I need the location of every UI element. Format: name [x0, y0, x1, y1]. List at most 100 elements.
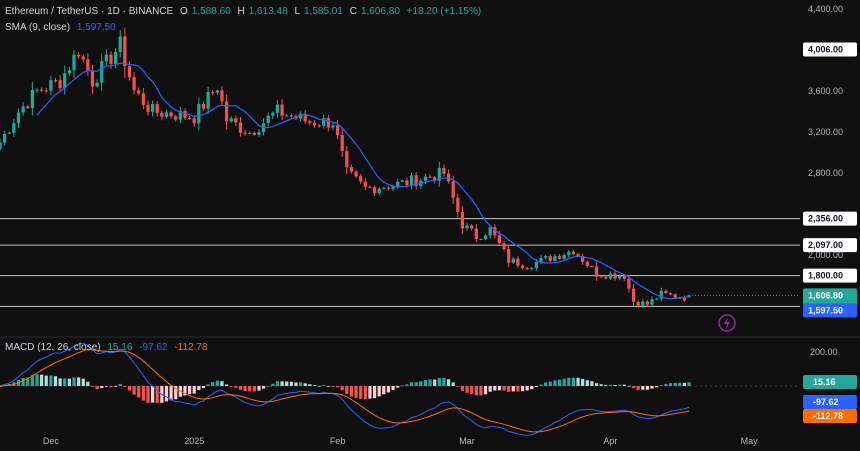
- candle: [562, 253, 566, 261]
- candle-body: [530, 268, 534, 270]
- time-tick-label: Dec: [43, 436, 60, 446]
- candle-body: [141, 93, 145, 105]
- candle-body: [215, 90, 219, 93]
- candle-body: [433, 177, 437, 181]
- candle: [0, 138, 2, 151]
- macd-histogram-bar: [539, 384, 543, 386]
- candle-body: [363, 181, 367, 187]
- time-tick-label: May: [741, 436, 759, 446]
- candle-body: [673, 294, 677, 298]
- candle-body: [3, 133, 7, 143]
- macd-histogram-bar: [534, 386, 539, 388]
- sma-value: 1,597.50: [76, 22, 116, 33]
- price-tick-label: 2,800.00: [808, 168, 843, 178]
- symbol-title[interactable]: Ethereum / TetherUS · 1D · BINANCE: [5, 6, 174, 17]
- candle-body: [289, 115, 293, 117]
- candle: [285, 113, 289, 117]
- candle-body: [423, 176, 428, 181]
- macd-histogram-bar: [419, 381, 423, 386]
- candle-body: [76, 54, 81, 57]
- macd-histogram-bar: [354, 386, 358, 398]
- candle-body: [396, 181, 400, 186]
- candle-body: [234, 118, 238, 123]
- candle: [567, 250, 571, 258]
- macd-histogram-bar: [507, 386, 511, 392]
- close-value: 1,606.80: [360, 6, 400, 17]
- price-tick-label: 3,600.00: [808, 86, 843, 96]
- candle-body: [678, 297, 682, 299]
- macd-histogram-bar: [363, 386, 367, 400]
- macd-histogram-bar: [280, 381, 284, 386]
- candle-body: [382, 187, 386, 189]
- candle-body: [590, 265, 594, 267]
- candle: [636, 300, 640, 309]
- macd-histogram-bar: [372, 386, 377, 399]
- macd-histogram-bar: [201, 386, 206, 389]
- candle-body: [622, 276, 626, 279]
- macd-signal-badge: -112.78: [803, 409, 857, 423]
- candle: [164, 109, 169, 119]
- candle-body: [664, 290, 668, 294]
- macd-histogram-bar: [581, 378, 585, 386]
- candle: [650, 296, 654, 307]
- candle-body: [340, 135, 344, 152]
- macd-histogram-bar: [206, 384, 210, 386]
- candle: [414, 171, 418, 190]
- candle: [174, 114, 178, 122]
- candle: [604, 275, 608, 280]
- macd-histogram-bar: [414, 382, 418, 386]
- open-value: 1,588.60: [191, 6, 231, 17]
- candle: [312, 120, 317, 128]
- candle-body: [100, 61, 104, 83]
- candle-body: [345, 151, 349, 168]
- level-badge: 1,800.00: [803, 268, 857, 283]
- sma-legend[interactable]: SMA (9, close) 1,597.50: [5, 22, 120, 33]
- macd-histogram-bar: [368, 386, 372, 399]
- macd-histogram-bar: [49, 375, 53, 386]
- candle-body: [164, 112, 169, 117]
- macd-histogram-bar: [456, 386, 460, 387]
- macd-histogram-bar: [585, 380, 589, 386]
- candle: [146, 100, 150, 116]
- candle-body: [280, 104, 284, 116]
- candle-body: [49, 80, 53, 91]
- macd-histogram-bar: [220, 381, 224, 386]
- candle: [275, 100, 280, 118]
- candle: [67, 66, 71, 76]
- candle: [3, 131, 7, 146]
- candle-body: [7, 132, 11, 134]
- macd-histogram-bar: [599, 384, 603, 386]
- candle-body: [220, 90, 224, 102]
- macd-histogram-bar: [183, 386, 187, 396]
- candle: [215, 89, 219, 95]
- candle: [622, 275, 626, 282]
- candle-body: [400, 180, 404, 182]
- macd-histogram-bar: [58, 378, 62, 386]
- candle-body: [585, 261, 589, 266]
- macd-histogram-bar: [30, 375, 34, 386]
- candle-body: [12, 123, 16, 133]
- candle: [123, 27, 127, 78]
- candle: [687, 294, 691, 298]
- macd-legend[interactable]: MACD (12, 26, close) 15.16 -97.62 -112.7…: [5, 342, 212, 353]
- macd-histogram-bar: [303, 383, 307, 386]
- candle-body: [511, 258, 515, 263]
- macd-histogram-bar: [460, 386, 465, 391]
- candle: [26, 104, 30, 110]
- candle: [599, 276, 603, 278]
- candle-body: [405, 180, 409, 186]
- candle-body: [0, 142, 2, 149]
- candle-body: [567, 251, 571, 256]
- candle: [298, 111, 303, 122]
- macd-histogram-bar: [631, 386, 636, 389]
- macd-histogram-bar: [90, 386, 95, 387]
- alert-bolt-icon[interactable]: [718, 314, 736, 332]
- candle-body: [275, 104, 280, 113]
- candle-body: [113, 52, 118, 64]
- candle: [442, 164, 446, 177]
- candle-body: [67, 70, 71, 74]
- level-badge-bg: [803, 238, 857, 253]
- time-tick-label: Feb: [330, 436, 346, 446]
